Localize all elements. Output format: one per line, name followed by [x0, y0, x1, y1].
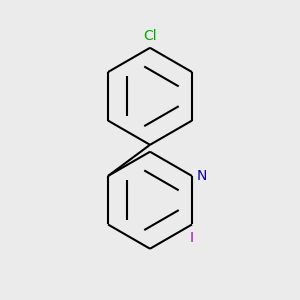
Text: I: I: [190, 231, 194, 245]
Text: N: N: [196, 169, 206, 183]
Text: Cl: Cl: [143, 28, 157, 43]
